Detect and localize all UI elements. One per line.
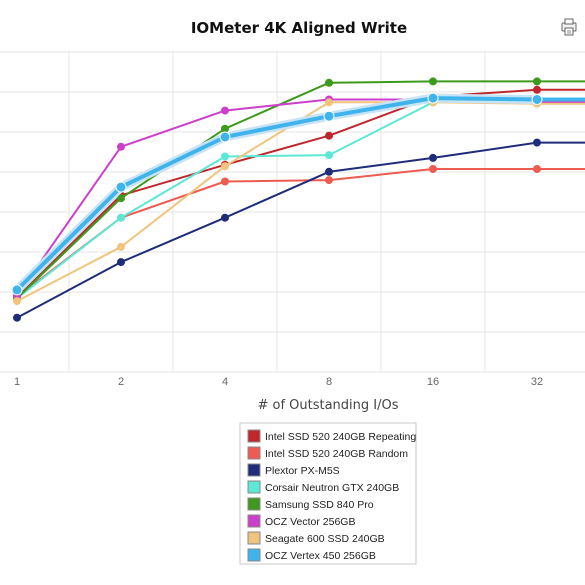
- legend-label: OCZ Vertex 450 256GB: [265, 550, 376, 562]
- legend-item[interactable]: Intel SSD 520 240GB Repeating: [247, 429, 416, 443]
- series-group[interactable]: [11, 92, 585, 296]
- data-point[interactable]: [533, 77, 541, 86]
- legend-item[interactable]: Intel SSD 520 240GB Random: [247, 446, 408, 460]
- data-point[interactable]: [221, 213, 229, 222]
- x-tick-label: 2: [118, 376, 124, 388]
- data-point[interactable]: [221, 106, 229, 115]
- print-icon[interactable]: [561, 18, 577, 36]
- chart-title: IOMeter 4K Aligned Write: [191, 19, 407, 37]
- data-point[interactable]: [117, 194, 125, 203]
- data-point[interactable]: [221, 124, 229, 133]
- legend-swatch: [247, 480, 261, 494]
- legend-swatch: [247, 446, 261, 460]
- legend-swatch: [247, 548, 261, 562]
- data-point[interactable]: [325, 167, 333, 176]
- data-point[interactable]: [11, 284, 23, 296]
- series-layer: [11, 77, 585, 322]
- data-point[interactable]: [325, 151, 333, 160]
- legend-label: Corsair Neutron GTX 240GB: [265, 482, 399, 494]
- data-point[interactable]: [533, 138, 541, 147]
- legend-swatch: [247, 531, 261, 545]
- legend-item[interactable]: Plextor PX-M5S: [247, 463, 340, 477]
- x-tick-labels: 1 2 4 8 16 32: [14, 376, 543, 388]
- x-tick-label: 8: [326, 376, 332, 388]
- legend-swatch: [247, 514, 261, 528]
- data-point[interactable]: [117, 258, 125, 267]
- x-tick-label: 1: [14, 376, 20, 388]
- legend-swatch: [247, 429, 261, 443]
- legend-item[interactable]: OCZ Vector 256GB: [247, 514, 355, 528]
- data-point[interactable]: [115, 181, 127, 193]
- legend-item[interactable]: Corsair Neutron GTX 240GB: [247, 480, 399, 494]
- data-point[interactable]: [427, 92, 439, 104]
- legend-label: Intel SSD 520 240GB Random: [265, 448, 408, 460]
- legend-label: Intel SSD 520 240GB Repeating: [265, 431, 416, 443]
- data-point[interactable]: [325, 131, 333, 140]
- data-point[interactable]: [117, 242, 125, 251]
- legend-item[interactable]: Samsung SSD 840 Pro: [247, 497, 374, 511]
- data-point[interactable]: [117, 142, 125, 151]
- data-point[interactable]: [429, 77, 437, 86]
- data-point[interactable]: [325, 176, 333, 185]
- series-group[interactable]: [13, 138, 585, 322]
- x-tick-label: 16: [427, 376, 439, 388]
- grid-lines: [0, 51, 585, 373]
- data-point[interactable]: [531, 94, 543, 105]
- data-point[interactable]: [323, 110, 335, 122]
- legend-item[interactable]: OCZ Vertex 450 256GB: [247, 548, 376, 562]
- data-point[interactable]: [219, 131, 231, 143]
- legend-label: OCZ Vector 256GB: [265, 516, 355, 528]
- data-point[interactable]: [221, 152, 229, 161]
- data-point[interactable]: [533, 85, 541, 94]
- data-point[interactable]: [13, 313, 21, 322]
- x-tick-label: 32: [531, 376, 543, 388]
- legend-swatch: [247, 497, 261, 511]
- data-point[interactable]: [221, 177, 229, 186]
- legend-label: Samsung SSD 840 Pro: [265, 499, 374, 511]
- data-point[interactable]: [533, 165, 541, 173]
- legend-label: Seagate 600 SSD 240GB: [265, 533, 385, 545]
- legend: Intel SSD 520 240GB Repeating Intel SSD 5…: [239, 422, 417, 565]
- series-group[interactable]: [13, 77, 585, 303]
- legend-label: Plextor PX-M5S: [265, 465, 340, 477]
- legend-box: [239, 422, 417, 565]
- data-point[interactable]: [325, 78, 333, 87]
- data-point[interactable]: [13, 297, 21, 306]
- x-tick-label: 4: [222, 376, 228, 388]
- data-point[interactable]: [221, 162, 229, 171]
- legend-swatch: [247, 463, 261, 477]
- legend-item[interactable]: Seagate 600 SSD 240GB: [247, 531, 385, 545]
- data-point[interactable]: [429, 165, 437, 173]
- data-point[interactable]: [325, 98, 333, 107]
- x-axis-label: # of Outstanding I/Os: [257, 398, 398, 413]
- data-point[interactable]: [117, 213, 125, 222]
- data-point[interactable]: [429, 153, 437, 162]
